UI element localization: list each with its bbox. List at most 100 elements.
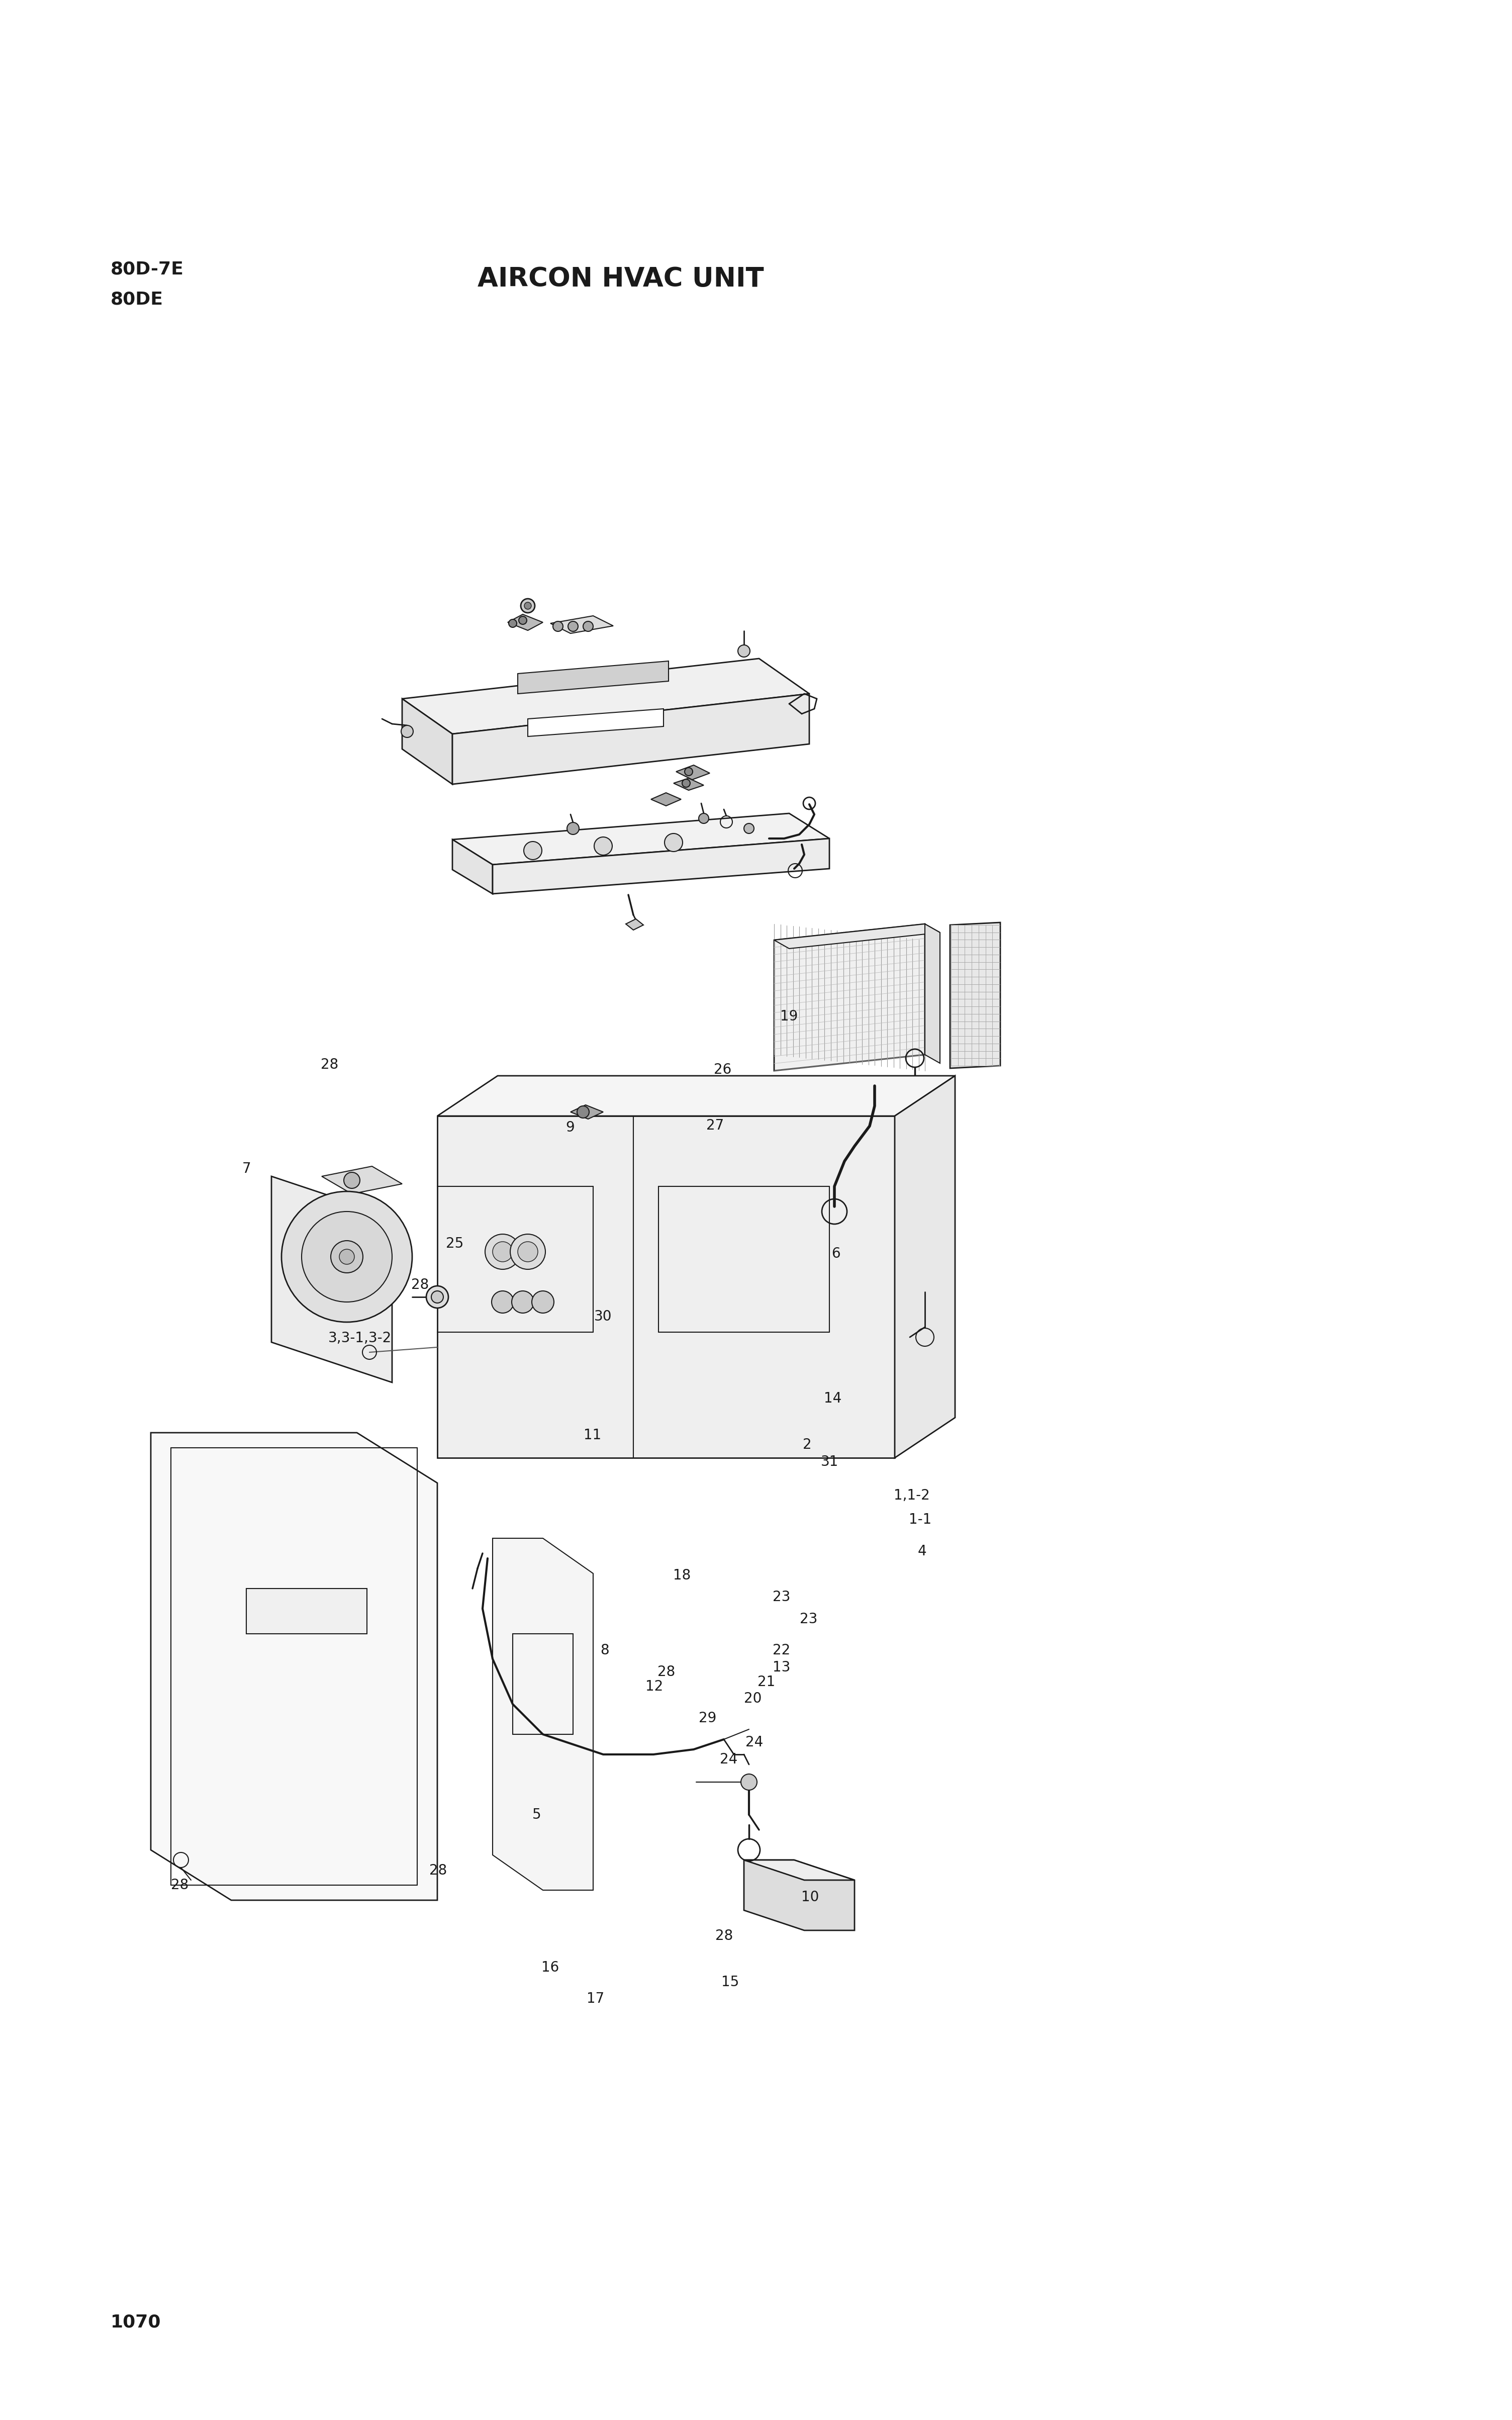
Polygon shape: [402, 658, 809, 733]
Circle shape: [553, 622, 562, 632]
Text: 18: 18: [673, 1568, 691, 1583]
Text: 24: 24: [745, 1735, 764, 1750]
Text: 30: 30: [594, 1309, 612, 1324]
Polygon shape: [895, 1077, 956, 1457]
Text: 17: 17: [587, 1992, 605, 2006]
Polygon shape: [452, 813, 830, 864]
Text: 28: 28: [321, 1058, 339, 1072]
Circle shape: [525, 603, 531, 610]
Text: 28: 28: [715, 1929, 733, 1943]
Polygon shape: [673, 779, 703, 791]
Text: 4: 4: [918, 1544, 927, 1558]
Circle shape: [685, 767, 692, 777]
Circle shape: [426, 1285, 449, 1309]
Circle shape: [520, 598, 535, 612]
Text: 28: 28: [171, 1878, 189, 1892]
Text: 15: 15: [721, 1975, 739, 1989]
Polygon shape: [676, 765, 709, 779]
Text: 3,3-1,3-2: 3,3-1,3-2: [328, 1331, 392, 1346]
Circle shape: [682, 779, 689, 786]
Circle shape: [301, 1212, 392, 1302]
Text: 24: 24: [720, 1752, 738, 1767]
Polygon shape: [322, 1166, 402, 1193]
Text: 13: 13: [773, 1660, 791, 1675]
Text: 26: 26: [714, 1062, 732, 1077]
Circle shape: [331, 1241, 363, 1273]
Circle shape: [343, 1171, 360, 1188]
Polygon shape: [774, 924, 925, 1070]
Text: 10: 10: [801, 1890, 820, 1905]
Text: 31: 31: [821, 1454, 839, 1469]
Text: 29: 29: [699, 1711, 717, 1725]
Text: 2: 2: [803, 1437, 812, 1452]
Text: AIRCON HVAC UNIT: AIRCON HVAC UNIT: [478, 266, 764, 293]
Text: 8: 8: [600, 1643, 609, 1658]
Polygon shape: [626, 920, 644, 929]
Text: 27: 27: [706, 1118, 724, 1133]
Text: 16: 16: [541, 1960, 559, 1975]
Circle shape: [664, 832, 682, 852]
Text: 23: 23: [800, 1612, 818, 1626]
Polygon shape: [272, 1176, 392, 1382]
Circle shape: [523, 842, 541, 859]
Text: 14: 14: [824, 1391, 842, 1406]
Circle shape: [738, 646, 750, 656]
Polygon shape: [151, 1433, 437, 1900]
Circle shape: [510, 1234, 546, 1270]
Text: 80DE: 80DE: [110, 290, 163, 307]
Polygon shape: [744, 1861, 854, 1931]
Text: 7: 7: [242, 1162, 251, 1176]
Circle shape: [744, 823, 754, 832]
Polygon shape: [925, 924, 940, 1062]
Circle shape: [339, 1249, 354, 1263]
Circle shape: [584, 622, 593, 632]
Text: 6: 6: [832, 1246, 841, 1261]
Circle shape: [519, 617, 526, 624]
Polygon shape: [452, 840, 493, 893]
Text: 1-1: 1-1: [909, 1512, 931, 1527]
Polygon shape: [437, 1116, 895, 1457]
Circle shape: [517, 1241, 538, 1261]
Text: 25: 25: [446, 1237, 464, 1251]
Circle shape: [578, 1106, 590, 1118]
Text: 22: 22: [773, 1643, 791, 1658]
Text: 11: 11: [584, 1428, 602, 1442]
Circle shape: [567, 823, 579, 835]
Circle shape: [401, 726, 413, 738]
Circle shape: [699, 813, 709, 823]
Circle shape: [491, 1290, 514, 1314]
Text: 20: 20: [744, 1692, 762, 1706]
Polygon shape: [550, 615, 614, 634]
Polygon shape: [493, 1539, 593, 1890]
Text: 21: 21: [758, 1675, 776, 1689]
Circle shape: [741, 1774, 758, 1791]
Polygon shape: [774, 924, 940, 949]
Circle shape: [431, 1290, 443, 1302]
Polygon shape: [437, 1077, 956, 1116]
Circle shape: [569, 622, 578, 632]
Bar: [513, 1634, 573, 1735]
Polygon shape: [528, 709, 664, 736]
Circle shape: [508, 620, 517, 627]
Text: 19: 19: [780, 1009, 798, 1024]
Polygon shape: [402, 699, 452, 784]
Polygon shape: [508, 615, 543, 629]
Text: 1,1-2: 1,1-2: [894, 1488, 930, 1503]
Polygon shape: [493, 837, 830, 893]
Circle shape: [532, 1290, 553, 1314]
Text: 5: 5: [532, 1808, 541, 1822]
Circle shape: [511, 1290, 534, 1314]
Polygon shape: [570, 1106, 603, 1118]
Polygon shape: [744, 1861, 854, 1880]
Text: 28: 28: [429, 1863, 448, 1878]
Polygon shape: [652, 794, 680, 806]
Text: 12: 12: [646, 1679, 664, 1694]
Polygon shape: [517, 661, 668, 695]
Polygon shape: [950, 922, 1001, 1067]
Text: 23: 23: [773, 1590, 791, 1604]
Polygon shape: [452, 695, 809, 784]
Text: 28: 28: [411, 1278, 429, 1292]
Circle shape: [594, 837, 612, 854]
Circle shape: [493, 1241, 513, 1261]
Text: 28: 28: [658, 1665, 676, 1679]
